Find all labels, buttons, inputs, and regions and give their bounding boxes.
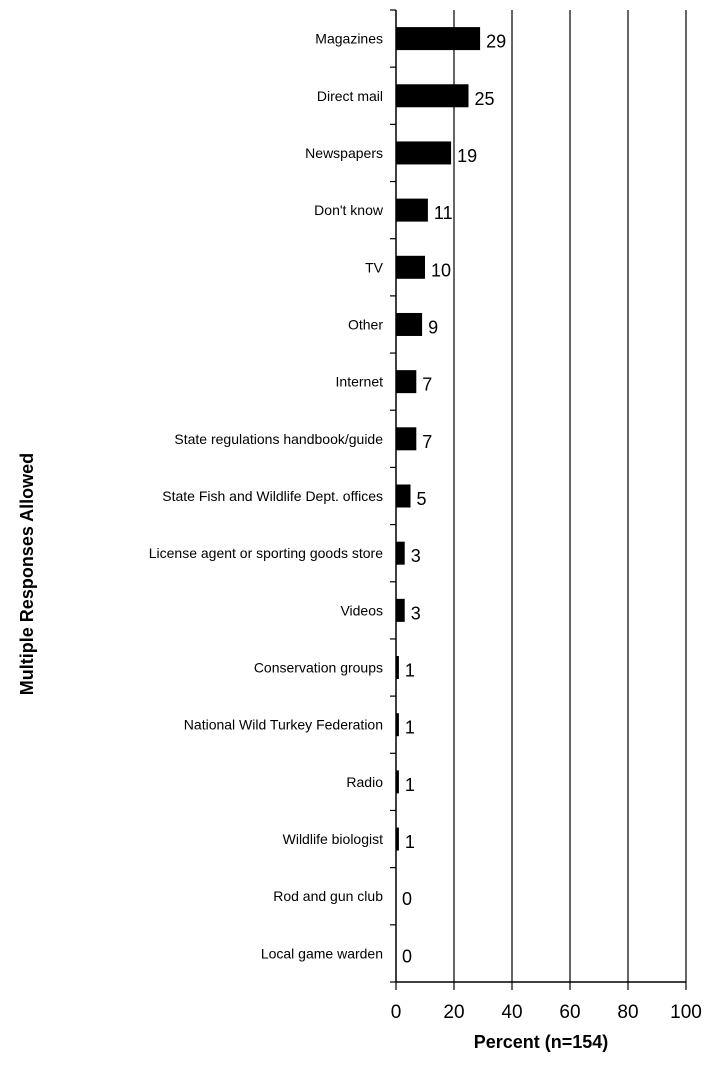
- category-label: National Wild Turkey Federation: [184, 717, 383, 733]
- data-label: 29: [486, 32, 506, 52]
- bar: [396, 84, 469, 108]
- data-label: 3: [411, 603, 421, 623]
- category-label: Magazines: [315, 31, 383, 47]
- x-axis-title: Percent (n=154): [474, 1032, 609, 1052]
- data-label: 5: [417, 489, 427, 509]
- x-tick-label: 0: [391, 1002, 402, 1023]
- bar: [396, 255, 425, 279]
- data-label: 1: [405, 775, 415, 795]
- bar: [396, 312, 423, 336]
- data-label: 11: [434, 203, 453, 223]
- x-tick-label: 40: [501, 1002, 522, 1023]
- data-label: 1: [405, 718, 415, 738]
- data-label: 3: [411, 546, 421, 566]
- category-label: Direct mail: [317, 88, 383, 104]
- bar: [396, 484, 411, 508]
- category-label: Videos: [340, 602, 383, 618]
- category-label: State regulations handbook/guide: [174, 431, 383, 447]
- category-label: Don't know: [314, 202, 384, 218]
- bar: [396, 141, 452, 165]
- category-label: Newspapers: [305, 145, 383, 161]
- axes: [390, 9, 687, 990]
- category-label: Other: [348, 316, 383, 332]
- data-label: 9: [428, 317, 438, 337]
- bar: [396, 27, 481, 51]
- data-label: 7: [422, 375, 432, 395]
- category-label: Local game warden: [261, 945, 383, 961]
- data-label: 0: [402, 889, 412, 909]
- category-label: State Fish and Wildlife Dept. offices: [162, 488, 383, 504]
- bar: [396, 370, 417, 394]
- category-label: Internet: [336, 374, 384, 390]
- data-label: 7: [422, 432, 432, 452]
- bar: [396, 541, 405, 565]
- category-label: Radio: [346, 774, 383, 790]
- bar: [396, 770, 399, 794]
- y-axis-title: Multiple Responses Allowed: [17, 453, 37, 695]
- x-tick-label: 80: [617, 1002, 638, 1023]
- data-label: 25: [475, 89, 495, 109]
- data-label: 19: [457, 146, 477, 166]
- x-tick-label: 20: [443, 1002, 464, 1023]
- bar: [396, 598, 405, 622]
- bar: [396, 427, 417, 451]
- category-label: TV: [365, 259, 384, 275]
- bar: [396, 827, 399, 851]
- bar: [396, 713, 399, 737]
- category-labels: Magazines Direct mail Newspapers Don't know…: [149, 31, 384, 962]
- x-tick-labels: 0 20 40 60 80 100: [391, 1002, 702, 1023]
- category-label: Rod and gun club: [273, 888, 383, 904]
- x-tick-label: 100: [670, 1002, 702, 1023]
- bar: [396, 656, 399, 680]
- data-label: 10: [431, 260, 451, 280]
- bar: [396, 198, 428, 222]
- gridlines: [453, 10, 687, 982]
- data-label: 1: [405, 661, 415, 681]
- data-label: 1: [405, 832, 415, 852]
- x-tick-label: 60: [559, 1002, 580, 1023]
- category-label: Wildlife biologist: [283, 831, 383, 847]
- category-label: License agent or sporting goods store: [149, 545, 383, 561]
- category-label: Conservation groups: [254, 660, 383, 676]
- bars: [396, 27, 481, 851]
- data-label: 0: [402, 946, 412, 966]
